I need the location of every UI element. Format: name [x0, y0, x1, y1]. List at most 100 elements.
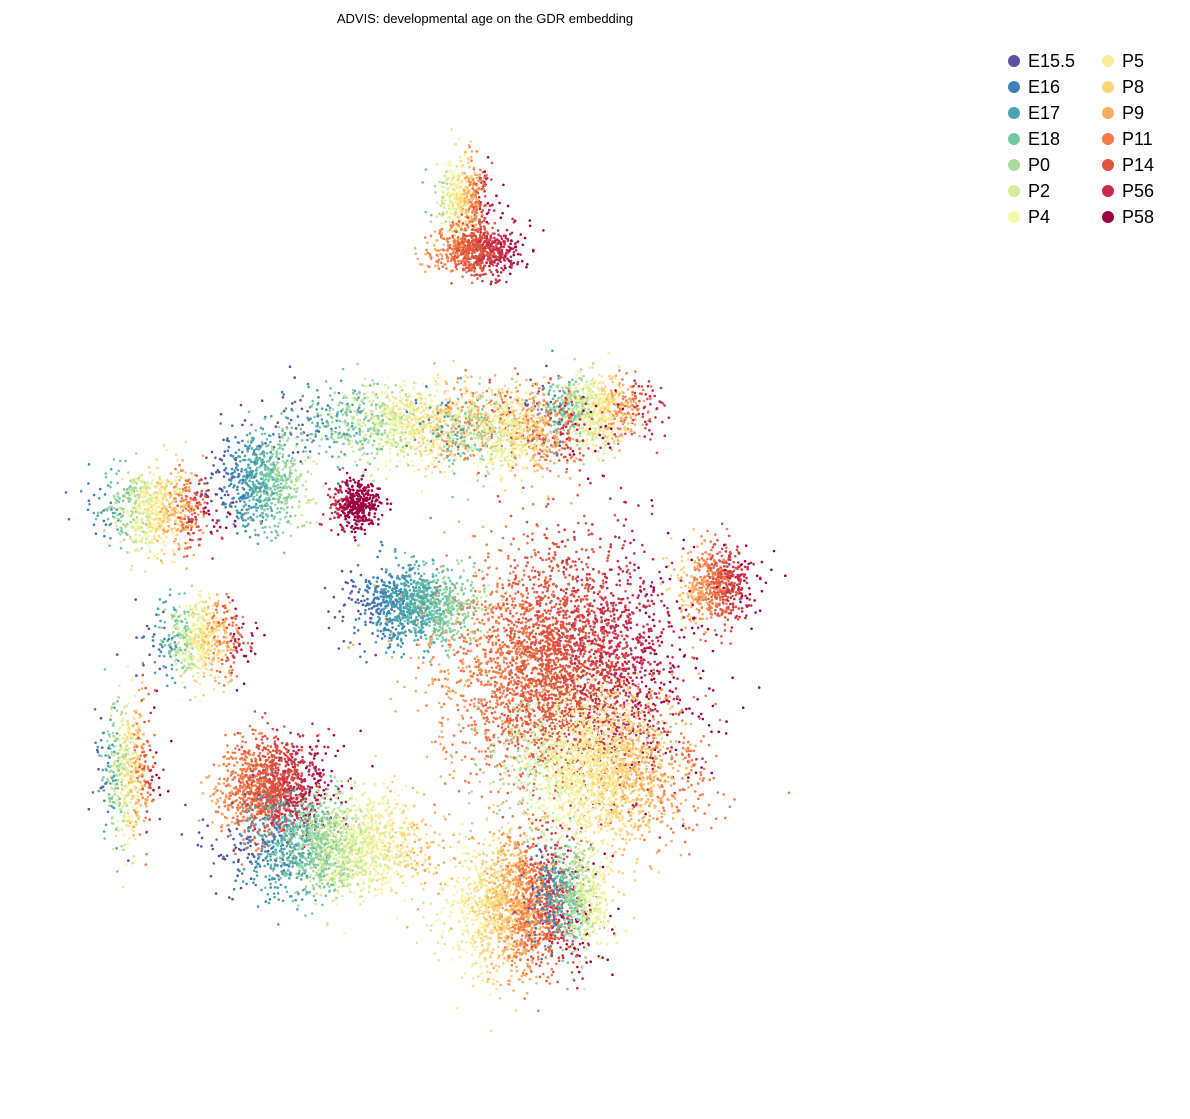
data-point [376, 451, 379, 454]
data-point [502, 241, 506, 244]
data-point [479, 267, 483, 270]
data-point [576, 423, 579, 427]
data-point [499, 477, 502, 481]
data-point [610, 397, 613, 400]
data-point [458, 415, 461, 419]
data-point [539, 426, 543, 430]
data-point [395, 420, 399, 423]
data-point [510, 231, 514, 235]
data-point [646, 385, 650, 388]
data-point [587, 405, 591, 409]
data-point [569, 383, 572, 386]
data-point [361, 430, 364, 433]
data-point [464, 176, 468, 179]
data-point [481, 408, 484, 411]
data-point [502, 183, 505, 187]
data-point [570, 413, 574, 417]
data-point [451, 234, 454, 238]
data-point [504, 234, 507, 238]
data-point [610, 427, 613, 431]
data-point [459, 376, 463, 380]
data-point [459, 159, 463, 163]
data-point [191, 538, 194, 542]
data-point [356, 441, 359, 445]
data-point [475, 201, 478, 204]
data-point [422, 441, 425, 445]
data-point [189, 545, 192, 549]
data-point [533, 445, 537, 448]
data-point [458, 442, 462, 446]
data-point [355, 431, 358, 435]
data-point [506, 257, 509, 261]
data-point [484, 411, 487, 414]
data-point [450, 404, 454, 408]
data-point [486, 201, 490, 205]
data-point [343, 419, 347, 422]
data-point [609, 404, 613, 407]
data-point [406, 453, 410, 456]
data-point [364, 438, 368, 441]
data-point [319, 413, 323, 417]
data-point [456, 251, 459, 255]
data-point [449, 183, 453, 187]
data-point [558, 405, 561, 408]
data-point [376, 382, 379, 386]
data-point [440, 261, 443, 265]
data-point [448, 199, 452, 203]
data-point [512, 250, 516, 254]
data-point [328, 406, 332, 410]
data-point [103, 529, 106, 532]
data-point [452, 430, 455, 433]
data-point [510, 408, 514, 412]
data-point [459, 207, 463, 210]
data-point [460, 409, 464, 412]
data-point [358, 445, 362, 449]
data-point [573, 405, 577, 408]
data-point [473, 267, 477, 271]
data-point [484, 246, 487, 250]
data-point [587, 408, 591, 411]
data-point [437, 258, 441, 262]
data-point [518, 432, 521, 436]
data-point [484, 444, 487, 448]
data-point [587, 447, 590, 450]
data-point [507, 462, 510, 466]
data-point [549, 406, 552, 410]
data-point [565, 437, 569, 441]
data-point [428, 393, 432, 397]
data-point [479, 201, 483, 204]
data-point [520, 434, 523, 438]
data-point [451, 269, 454, 272]
data-point [338, 419, 342, 423]
data-point [461, 451, 465, 455]
data-point [341, 413, 345, 417]
data-point [492, 427, 495, 430]
data-point [423, 402, 426, 406]
data-point [550, 411, 553, 414]
data-point [463, 380, 467, 383]
data-point [448, 205, 452, 208]
data-point [505, 416, 509, 419]
data-point [481, 279, 484, 283]
data-point [595, 433, 599, 436]
data-point [460, 210, 464, 213]
data-point [593, 437, 596, 440]
data-point [485, 437, 489, 441]
data-point [585, 396, 588, 400]
data-point [144, 522, 148, 526]
data-point [501, 401, 505, 404]
data-point [364, 424, 367, 427]
data-point [451, 444, 454, 448]
data-point [456, 452, 460, 456]
data-point [450, 255, 454, 259]
data-point [109, 501, 113, 505]
data-point [192, 508, 196, 512]
data-point [622, 391, 625, 395]
data-point [171, 529, 175, 533]
data-point [386, 411, 389, 415]
data-point [345, 413, 349, 417]
cell-cluster [64, 440, 264, 573]
data-point [121, 499, 125, 503]
data-point [456, 448, 460, 451]
data-point [475, 249, 479, 253]
